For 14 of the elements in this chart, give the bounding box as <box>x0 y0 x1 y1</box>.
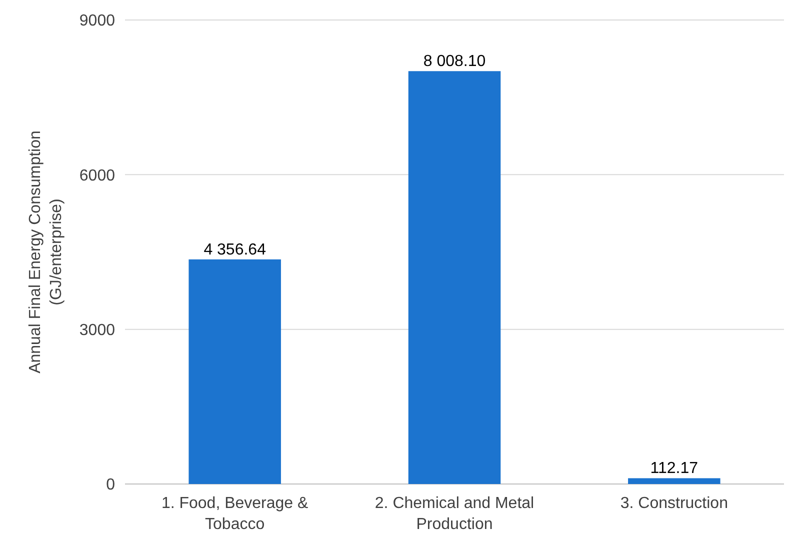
y-tick-label: 0 <box>106 476 116 494</box>
data-label: 112.17 <box>650 460 698 478</box>
bar <box>628 478 720 484</box>
x-tick-label: 1. Food, Beverage & Tobacco <box>161 495 309 533</box>
y-tick-label: 9000 <box>79 12 116 30</box>
y-tick-label: 3000 <box>79 322 116 339</box>
data-label: 8 008.10 <box>423 53 486 70</box>
y-tick-label: 6000 <box>79 167 116 184</box>
x-tick-label: 2. Chemical and Metal Production <box>374 495 534 533</box>
bar <box>188 259 281 484</box>
x-tick-label: 3. Construction <box>620 495 728 512</box>
data-label: 4 356.64 <box>204 241 266 258</box>
bar <box>408 71 501 484</box>
y-axis-title: Annual Final Energy Consumption (GJ/enterprise) <box>27 130 65 374</box>
